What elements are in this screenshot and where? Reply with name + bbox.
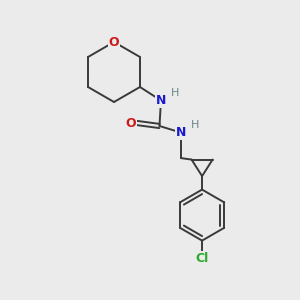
Text: N: N: [176, 126, 186, 139]
Text: N: N: [156, 94, 166, 107]
Text: O: O: [126, 116, 136, 130]
Text: H: H: [191, 120, 200, 130]
Text: H: H: [171, 88, 180, 98]
Text: O: O: [109, 35, 119, 49]
Text: Cl: Cl: [196, 252, 209, 265]
